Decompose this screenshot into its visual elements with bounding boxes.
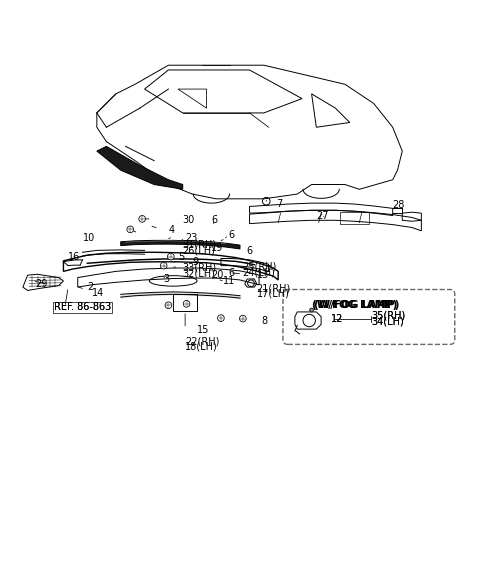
Polygon shape [120,240,240,249]
Text: 14: 14 [92,288,104,298]
Text: 6: 6 [246,246,252,256]
Text: 9: 9 [192,257,198,267]
Text: REF. 86-863: REF. 86-863 [54,302,111,312]
Text: 31(RH): 31(RH) [183,239,217,249]
Text: 4: 4 [168,225,175,235]
Circle shape [165,302,172,309]
Circle shape [139,215,145,222]
Text: 15: 15 [197,325,209,335]
Text: 6: 6 [228,230,234,240]
Polygon shape [97,146,183,189]
Circle shape [310,308,313,312]
Text: 30: 30 [183,215,195,225]
Text: 6: 6 [211,215,217,225]
Text: 6: 6 [228,268,234,278]
Circle shape [240,316,246,322]
Text: 8: 8 [262,316,268,325]
Circle shape [217,315,224,321]
Text: 3: 3 [164,273,170,284]
Text: 35(RH): 35(RH) [371,311,406,321]
Text: 28: 28 [393,200,405,210]
Text: 2: 2 [87,282,94,292]
Text: 7: 7 [276,199,282,208]
Text: 25(RH): 25(RH) [242,262,277,272]
Text: 34(LH): 34(LH) [371,317,404,327]
Circle shape [168,253,174,260]
Text: 34(LH): 34(LH) [371,317,404,327]
Text: 21(RH): 21(RH) [257,283,291,293]
Text: 22(RH): 22(RH) [185,336,219,346]
Bar [340,212,369,223]
Text: 33(RH): 33(RH) [183,262,217,272]
Text: 12: 12 [331,314,343,324]
Text: 19: 19 [211,243,224,252]
Text: 27: 27 [316,211,329,221]
Text: 16: 16 [68,251,81,262]
Text: 5: 5 [178,252,184,262]
Bar [173,294,197,311]
Text: 12: 12 [331,314,343,324]
Circle shape [183,301,190,307]
Circle shape [160,262,167,269]
Text: 35(RH): 35(RH) [371,311,406,321]
Text: 10: 10 [83,233,95,243]
Text: 17(LH): 17(LH) [257,289,289,299]
Circle shape [127,226,133,233]
Text: (W/FOG LAMP): (W/FOG LAMP) [312,300,397,310]
Text: (W/FOG LAMP): (W/FOG LAMP) [314,300,399,310]
Text: 13: 13 [257,270,269,280]
Text: 20: 20 [211,270,224,280]
Text: 23: 23 [185,233,197,243]
Text: 18(LH): 18(LH) [185,342,218,352]
Text: 32(LH): 32(LH) [183,268,216,278]
Text: REF. 86-863: REF. 86-863 [54,302,111,312]
Text: 24(LH): 24(LH) [242,268,275,278]
Text: 29: 29 [35,278,47,289]
Text: 11: 11 [223,276,236,286]
Text: 26(LH): 26(LH) [183,245,216,255]
